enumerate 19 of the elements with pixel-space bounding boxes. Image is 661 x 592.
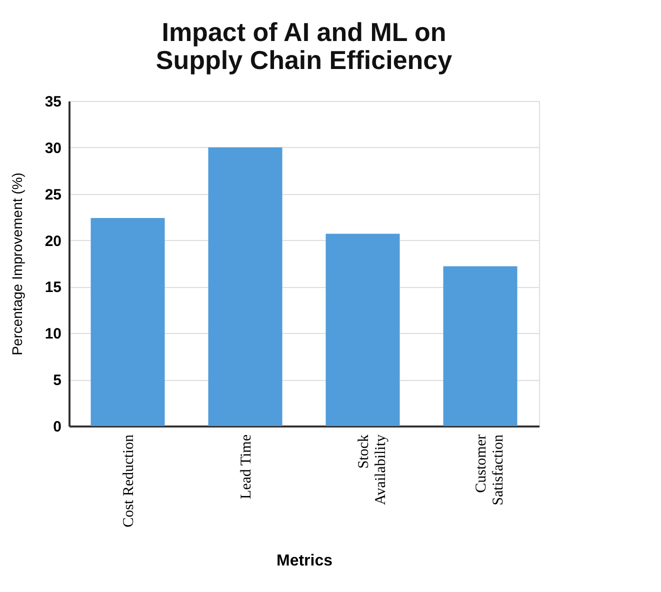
- bar: [326, 234, 400, 426]
- x-tick-label: Lead Time: [238, 434, 254, 500]
- bar: [90, 218, 165, 426]
- y-tick-label: 35: [44, 94, 62, 110]
- y-tick-label: 30: [44, 140, 62, 157]
- x-axis-title: Metrics: [276, 552, 333, 570]
- x-tick-label: Stock Availability: [356, 434, 389, 506]
- x-tick-label: Customer Satisfaction: [473, 434, 506, 506]
- y-tick-label: 25: [44, 186, 62, 204]
- bar: [443, 266, 518, 426]
- chart-title: Impact of AI and ML on Supply Chain Efficiency: [156, 17, 453, 75]
- x-tick-label: Cost Reduction: [120, 434, 137, 528]
- y-axis-title: Percentage Improvement (%): [8, 172, 25, 356]
- y-tick-label: 5: [53, 372, 62, 390]
- bar: [208, 147, 282, 426]
- y-tick-label: 0: [53, 418, 62, 436]
- y-tick-label: 20: [44, 232, 62, 250]
- y-tick-label: 10: [44, 326, 62, 343]
- y-tick-label: 15: [44, 279, 62, 296]
